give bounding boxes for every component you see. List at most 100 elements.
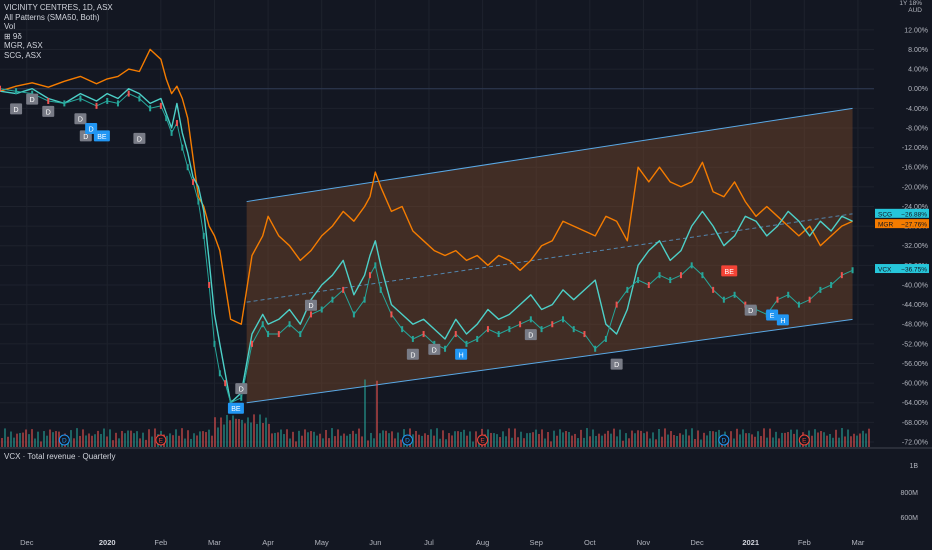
volume-bar [826, 435, 828, 447]
candle [224, 380, 227, 387]
pattern-marker-neutral [304, 299, 317, 311]
volume-bar [130, 430, 132, 447]
legend-patterns[interactable]: All Patterns (SMA50, Both) [4, 12, 100, 22]
volume-bar [613, 428, 615, 447]
volume-bar [70, 430, 72, 447]
volume-bar [535, 429, 537, 447]
candle [808, 296, 811, 303]
volume-bar [571, 435, 573, 447]
y-tick-label: -72.00% [902, 440, 928, 447]
volume-bar [772, 437, 774, 447]
volume-bar [97, 430, 99, 447]
legend-compare-scg[interactable]: SCG, ASX [4, 50, 42, 60]
event-label: E [802, 438, 807, 445]
pattern-label: D [432, 347, 437, 354]
volume-bar [34, 438, 36, 447]
channel-lower-line [246, 318, 853, 404]
pattern-label: D [308, 303, 313, 310]
volume-bar [313, 431, 315, 447]
volume-bar [352, 430, 354, 447]
volume-bar [373, 438, 375, 447]
x-tick-label: Feb [798, 538, 811, 547]
volume-bar [148, 429, 150, 447]
candle [277, 331, 280, 338]
candle [797, 301, 800, 308]
volume-bar [391, 431, 393, 447]
legend-volume[interactable]: Vol [4, 22, 16, 31]
volume-bar [145, 439, 147, 447]
x-tick-label: Mar [851, 538, 864, 547]
volume-bar [694, 439, 696, 447]
candle [390, 311, 393, 318]
volume-bar [697, 430, 699, 447]
event-label: E [159, 438, 164, 445]
volume-bar [355, 433, 357, 447]
last-value-tag-vcx [875, 264, 929, 274]
y-tick-label: -32.00% [902, 243, 928, 250]
revenue-axis: 1B 800M 600M [900, 463, 918, 522]
volume-bar [760, 436, 762, 447]
volume-bar [397, 432, 399, 447]
volume-bar [274, 432, 276, 447]
candle [594, 345, 597, 352]
volume-bar [1, 438, 3, 447]
pattern-marker-bull [776, 314, 789, 326]
volume-bar [814, 429, 816, 447]
last-value-symbol: VCX [878, 267, 892, 274]
volume-bar [568, 432, 570, 447]
volume-bar [319, 433, 321, 447]
volume-bar [91, 435, 93, 447]
volume-bar [691, 428, 693, 447]
currency-label: 1Y 18% AUD [899, 0, 922, 14]
revenue-pane-title[interactable]: VCX · Total revenue · Quarterly [4, 452, 116, 461]
volume-bar [466, 435, 468, 447]
volume-bar [751, 434, 753, 447]
pattern-label: D [410, 352, 415, 359]
volume-bar [325, 429, 327, 447]
volume-bar [619, 429, 621, 447]
pattern-label: BE [97, 134, 107, 141]
event-badge-div [718, 434, 730, 446]
candle [116, 100, 119, 107]
legend-symbol[interactable]: VICINITY CENTRES, 1D, ASX [4, 3, 113, 12]
candle [690, 262, 693, 269]
candle [192, 178, 195, 185]
legend-compare-mgr[interactable]: MGR, ASX [4, 41, 43, 50]
candle [679, 272, 682, 279]
volume-bar [82, 429, 84, 447]
pattern-marker-neutral [133, 132, 146, 144]
volume-bar [193, 433, 195, 447]
volume-bar [424, 433, 426, 447]
volume-bar [340, 435, 342, 447]
x-tick-label: Jun [369, 538, 381, 547]
legend-collapse-icon[interactable]: ⊞ 9δ [4, 31, 22, 41]
volume-bar [469, 431, 471, 447]
volume-bar [52, 432, 54, 447]
volume-bar [136, 431, 138, 447]
volume-bar [457, 431, 459, 447]
last-value-symbol: SCG [878, 211, 892, 218]
x-tick-label: Jul [424, 538, 434, 547]
volume-bar [292, 431, 294, 447]
candle [701, 272, 704, 279]
volume-bar [637, 430, 639, 447]
volume-bar [433, 435, 435, 447]
candle [331, 296, 334, 303]
volume-bar [229, 420, 231, 447]
volume-bar [415, 430, 417, 447]
volume-bar [250, 422, 252, 447]
candle [352, 311, 355, 318]
candle [465, 340, 468, 347]
volume-bar [256, 423, 258, 447]
volume-bar [595, 435, 597, 447]
volume-bar [106, 436, 108, 447]
pattern-marker-neutral [74, 113, 87, 125]
volume-bar [280, 429, 282, 447]
volume-bar [844, 436, 846, 447]
event-badge-div [402, 434, 414, 446]
volume-bar [181, 428, 183, 447]
y-tick-label: -12.00% [902, 145, 928, 152]
volume-bar [709, 431, 711, 447]
